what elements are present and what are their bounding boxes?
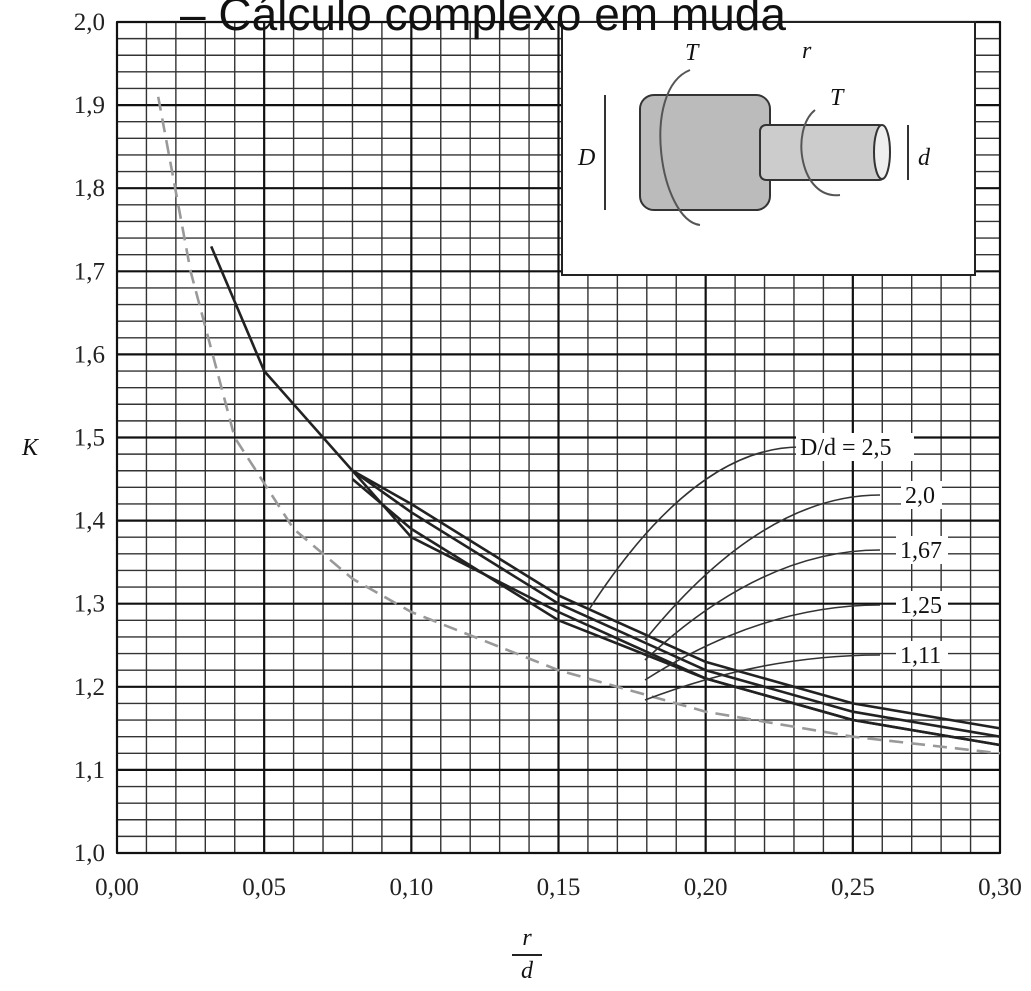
shaft-large — [639, 94, 771, 211]
leader-line — [644, 604, 881, 681]
inset: T r T D d — [561, 21, 976, 276]
inset-label: D — [577, 145, 595, 171]
x-axis-label-denominator: d — [521, 958, 534, 984]
y-tick-label: 1,1 — [74, 757, 105, 784]
inset-label: T — [830, 85, 845, 111]
shaft-end — [873, 124, 891, 180]
y-tick-label: 1,2 — [74, 674, 105, 701]
legend-bg — [896, 591, 948, 619]
leader-line — [644, 654, 881, 701]
legend-label: 1,25 — [900, 593, 942, 619]
y-tick-label: 1,6 — [74, 341, 105, 368]
curves: D/d = 2,5 2,0 1,67 1,25 1,11 — [156, 96, 1001, 755]
y-tick-label: 1,3 — [74, 591, 105, 618]
x-tick-label: 0,20 — [684, 874, 728, 901]
x-tick-label: 0,25 — [831, 874, 875, 901]
y-tick-label: 1,5 — [74, 425, 105, 452]
inset-label: T — [685, 40, 700, 66]
curve — [351, 469, 1001, 730]
y-tick-label: 1,9 — [74, 92, 105, 119]
curve — [210, 245, 1001, 747]
y-axis-label: K — [21, 435, 40, 461]
legend-label: 1,67 — [900, 538, 942, 564]
leader-line — [644, 549, 881, 661]
legend-bg — [896, 536, 948, 564]
y-tick-label: 1,4 — [74, 508, 106, 535]
curve — [351, 469, 1001, 738]
x-tick-label: 0,05 — [242, 874, 286, 901]
inset-label: r — [802, 38, 812, 64]
y-tick-label: 1,8 — [74, 175, 105, 202]
y-tick-label: 2,0 — [74, 9, 105, 36]
legend-bg — [896, 641, 948, 669]
y-tick-label: 1,0 — [74, 840, 105, 867]
x-tick-label: 0,10 — [389, 874, 433, 901]
x-tick-label: 0,00 — [95, 874, 139, 901]
torque-arrow — [659, 69, 701, 226]
legend-bg — [901, 481, 942, 509]
y-tick-label: 1,7 — [74, 258, 105, 285]
torque-arrow — [800, 109, 841, 197]
x-axis-label-numerator: r — [522, 925, 532, 951]
inset-label: d — [918, 145, 931, 171]
slide-title: – Cálculo complexo em muda — [180, 0, 786, 40]
x-tick-label: 0,15 — [537, 874, 581, 901]
x-tick-label: 0,30 — [978, 874, 1022, 901]
legend-bg — [796, 433, 914, 461]
legend-label: D/d = 2,5 — [800, 435, 892, 461]
leader-line — [644, 494, 881, 641]
shaft-small — [759, 124, 886, 181]
legend-label: 2,0 — [905, 483, 935, 509]
legend-label: 1,11 — [900, 643, 941, 669]
leader-line — [589, 446, 801, 609]
